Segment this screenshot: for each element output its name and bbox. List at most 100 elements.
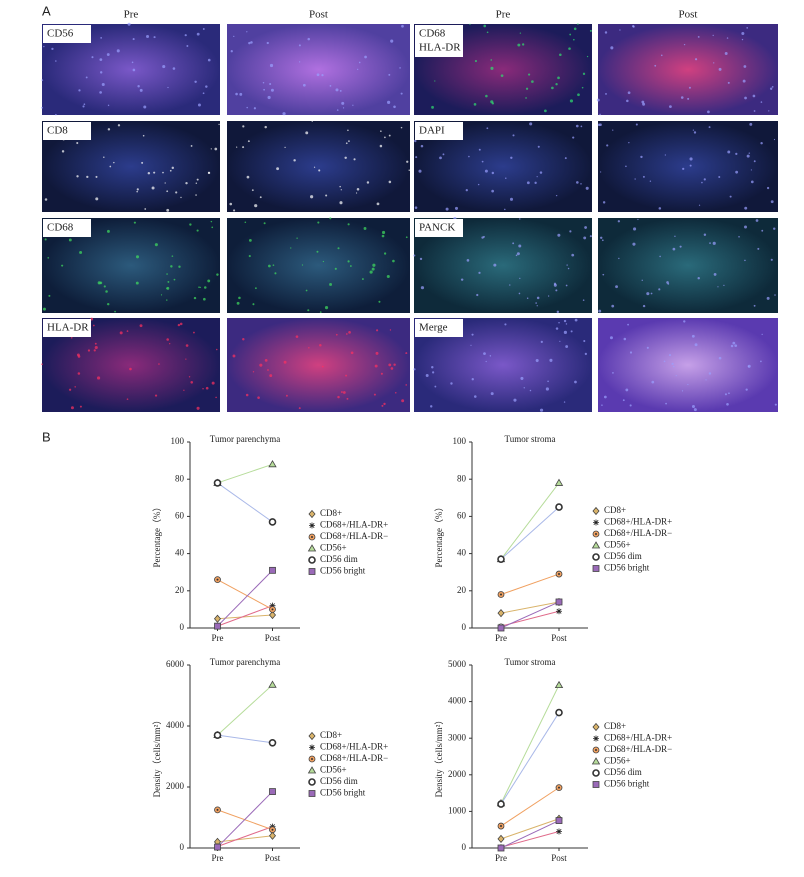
cell-speck [401, 24, 404, 28]
cell-speck [184, 34, 187, 37]
cell-speck [358, 61, 361, 64]
cell-speck [735, 152, 738, 155]
cell-speck [383, 252, 387, 255]
cell-speck [513, 398, 517, 402]
x-tick-label: Post [551, 633, 567, 643]
cell-speck [379, 144, 383, 148]
cell-speck [401, 399, 405, 403]
cell-speck [490, 66, 494, 70]
cell-speck [42, 307, 46, 311]
cell-speck [658, 288, 661, 291]
cell-speck [434, 80, 436, 82]
cell-speck [301, 264, 304, 266]
y-tick-label: 5000 [448, 659, 467, 669]
cell-speck [430, 405, 433, 408]
y-tick-label: 4000 [166, 720, 185, 730]
legend-marker [308, 731, 316, 741]
cell-speck [408, 169, 410, 171]
cell-speck [389, 329, 392, 331]
cell-speck [774, 403, 777, 406]
y-axis-label: Percentage（%） [152, 503, 162, 568]
series-line [217, 482, 273, 523]
cell-speck [753, 304, 756, 307]
cell-speck [193, 296, 197, 300]
cell-speck [703, 233, 707, 236]
cell-speck [307, 309, 310, 312]
cell-speck [599, 236, 603, 240]
cell-speck [749, 122, 753, 126]
y-tick-label: 100 [171, 436, 185, 446]
cell-speck [196, 406, 200, 410]
cell-speck [612, 372, 614, 374]
cell-speck [239, 92, 243, 96]
cell-speck [627, 91, 631, 95]
cell-speck [215, 396, 217, 399]
y-tick-label: 40 [457, 548, 467, 558]
cell-speck [103, 156, 105, 158]
legend-label: CD8+ [320, 730, 342, 740]
cell-speck [742, 79, 746, 83]
label-box [415, 25, 463, 57]
cell-speck [518, 292, 521, 295]
cell-speck [400, 92, 403, 95]
y-tick-label: 40 [175, 548, 185, 558]
legend-label: CD56 dim [604, 551, 642, 561]
cell-speck [477, 183, 480, 186]
cell-speck [207, 279, 211, 283]
cell-speck [568, 47, 571, 50]
cell-speck [195, 194, 197, 196]
cell-speck [316, 250, 319, 253]
cell-speck [627, 323, 629, 326]
cell-speck [211, 226, 214, 229]
cell-speck [669, 105, 672, 109]
data-point [497, 555, 505, 563]
cell-speck [259, 363, 263, 367]
cell-speck [207, 171, 211, 175]
y-tick-label: 0 [180, 622, 185, 632]
cell-speck [602, 201, 606, 204]
cell-speck [504, 208, 506, 211]
cell-speck [465, 188, 468, 192]
cell-speck [269, 82, 272, 86]
cell-speck [565, 284, 568, 287]
cell-speck [334, 267, 337, 270]
cell-speck [189, 223, 192, 226]
x-tick-label: Post [551, 853, 567, 863]
cell-speck [171, 166, 175, 170]
cell-speck [178, 265, 181, 268]
cell-speck [734, 344, 738, 348]
cell-speck [230, 50, 233, 53]
cell-speck [383, 402, 386, 406]
cell-speck [752, 94, 756, 98]
cell-speck [567, 267, 570, 270]
cell-speck [555, 195, 558, 197]
cell-speck [272, 264, 275, 266]
cell-speck [526, 181, 530, 185]
legend-label: CD56 bright [604, 779, 650, 789]
cell-speck [460, 278, 464, 281]
cell-speck [584, 226, 587, 229]
cell-speck [348, 140, 350, 143]
cell-speck [153, 36, 156, 39]
cell-speck [718, 176, 721, 179]
cell-speck [129, 367, 132, 371]
series-line [500, 818, 560, 840]
cell-speck [582, 299, 585, 301]
cell-speck [233, 35, 235, 38]
cell-speck [599, 113, 601, 116]
cell-speck [308, 346, 310, 349]
cell-speck [282, 112, 286, 116]
cell-speck [520, 376, 524, 380]
cell-speck [753, 110, 756, 112]
cell-speck [698, 204, 701, 206]
cell-speck [629, 404, 632, 407]
cell-speck [109, 165, 112, 168]
legend-label: CD56 bright [604, 563, 650, 573]
cell-speck [352, 104, 354, 106]
cell-speck [707, 110, 710, 114]
cell-speck [505, 177, 507, 179]
cell-speck [601, 404, 603, 406]
cell-speck [748, 152, 751, 154]
cell-speck [726, 402, 729, 406]
